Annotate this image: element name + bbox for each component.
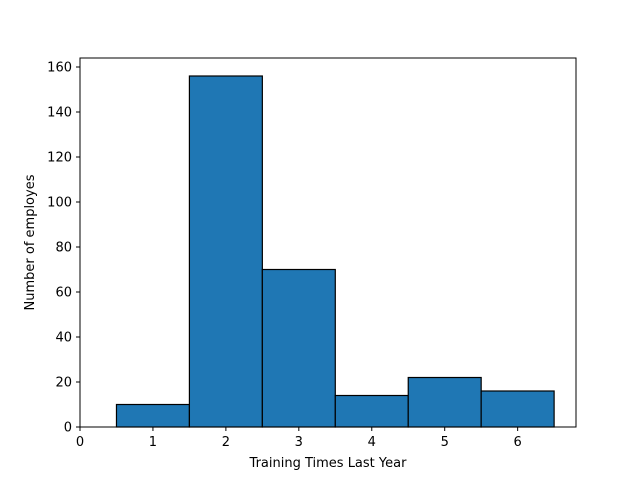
y-axis-label: Number of employes (23, 174, 38, 310)
bars-group (115, 75, 555, 428)
y-tick-label-6: 120 (47, 151, 72, 166)
y-tick-label-3: 60 (55, 286, 72, 301)
x-tick-label-6: 6 (514, 435, 522, 450)
y-tick-label-2: 40 (55, 331, 72, 346)
x-axis-ticks: 0 1 2 3 4 5 6 (76, 427, 522, 450)
histogram-bar-3 (261, 268, 336, 428)
histogram-bar-6 (480, 390, 555, 428)
y-tick-label-1: 20 (55, 376, 72, 391)
y-axis-ticks: 0 20 40 60 80 100 120 140 160 (47, 61, 80, 436)
y-tick-label-4: 80 (55, 241, 72, 256)
y-tick-label-8: 160 (47, 61, 72, 76)
y-tick-label-5: 100 (47, 196, 72, 211)
histogram-bar-4 (334, 394, 409, 428)
x-tick-label-1: 1 (149, 435, 157, 450)
x-tick-label-2: 2 (222, 435, 230, 450)
histogram-bar-2 (188, 75, 263, 428)
x-tick-label-4: 4 (368, 435, 376, 450)
plot-frame (79, 57, 577, 428)
x-axis-label: Training Times Last Year (249, 456, 408, 471)
x-tick-label-5: 5 (441, 435, 449, 450)
x-tick-label-3: 3 (295, 435, 303, 450)
x-tick-label-0: 0 (76, 435, 84, 450)
histogram-bar-5 (407, 376, 482, 428)
y-tick-label-0: 0 (64, 421, 72, 436)
histogram-bar-1 (115, 403, 191, 428)
y-tick-label-7: 140 (47, 106, 72, 121)
